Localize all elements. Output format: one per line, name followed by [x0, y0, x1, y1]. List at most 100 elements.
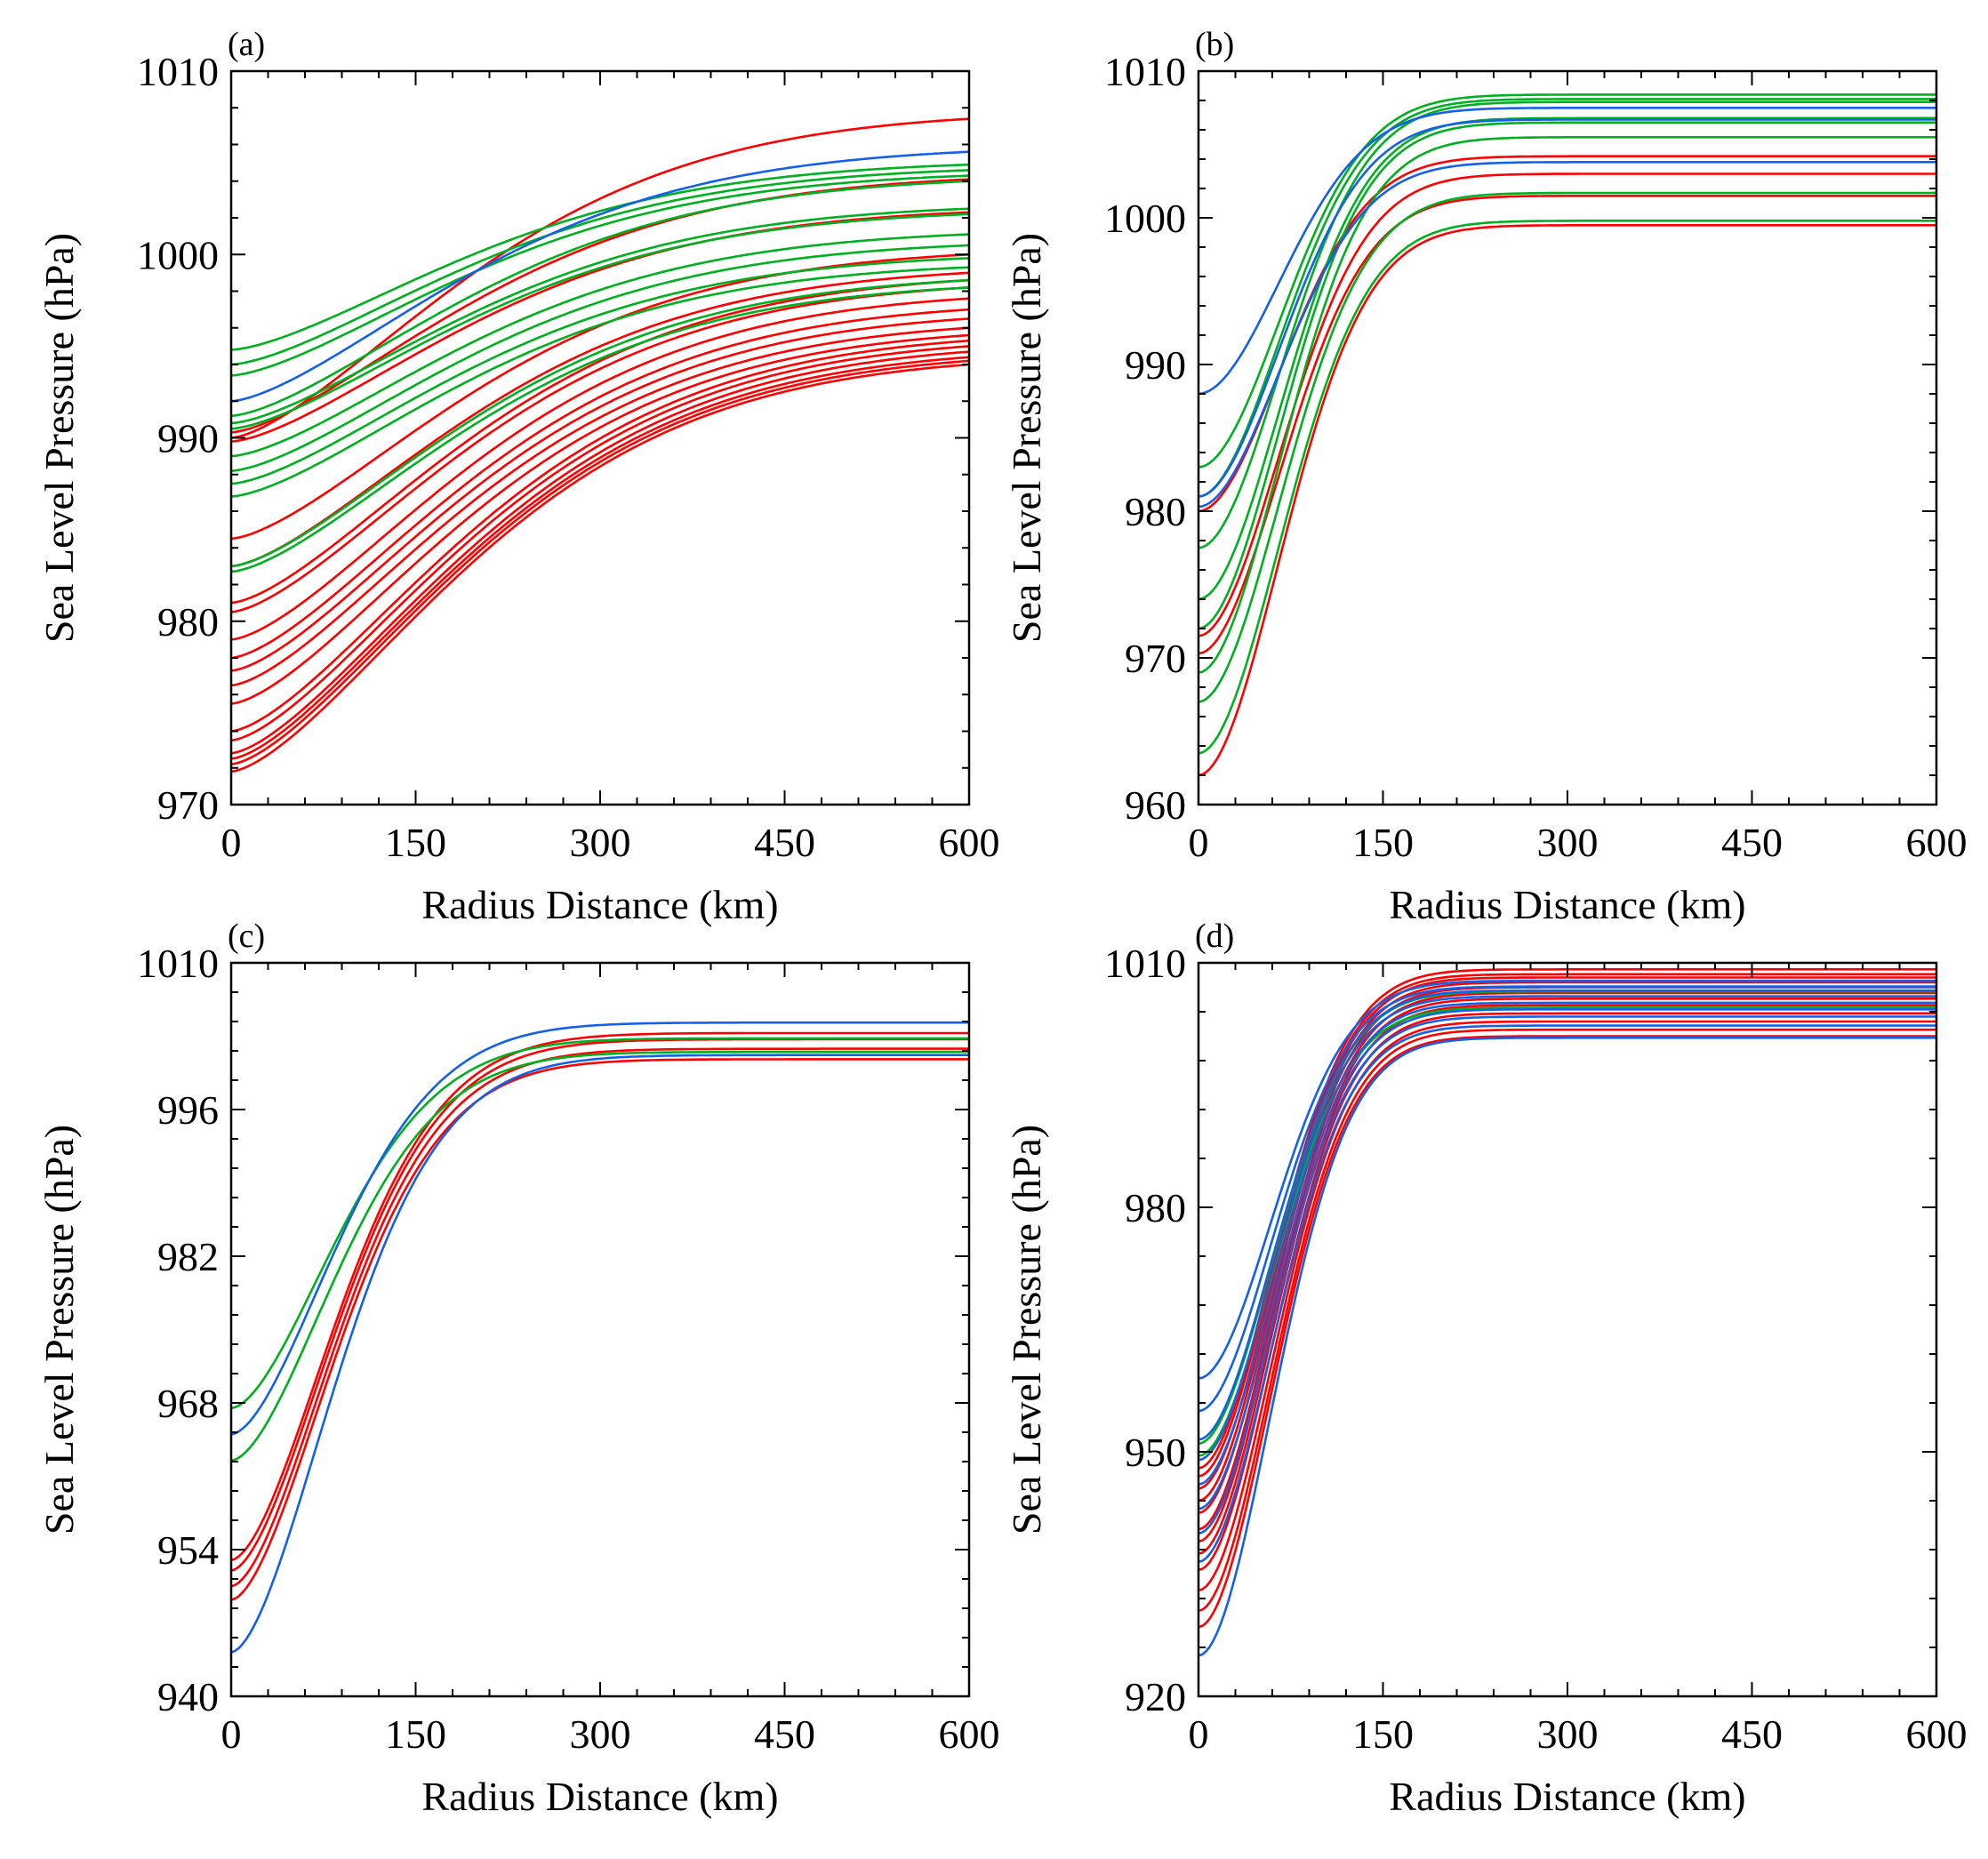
x-tick-label: 300 — [570, 820, 631, 865]
x-tick-label: 150 — [1352, 820, 1414, 865]
x-tick-label: 600 — [939, 1711, 1000, 1757]
series-line-b-r3 — [1198, 195, 1936, 655]
x-tick-label: 300 — [1537, 820, 1599, 865]
series-line-b-g8 — [1198, 220, 1936, 755]
y-tick-label: 920 — [1125, 1674, 1186, 1719]
y-tick-label: 980 — [1125, 489, 1186, 534]
series-line-a-g1 — [231, 163, 969, 351]
chart-panel-b: 0 150 300 450 600 960 970 980 990 1000 1010(b) Radi… — [1004, 26, 1968, 927]
y-tick-label: 970 — [157, 782, 219, 828]
series-line-a-r18 — [231, 363, 969, 773]
series-line-a-r14 — [231, 345, 969, 742]
series-line-d-b5 — [1198, 1001, 1936, 1486]
panel-label: (b) — [1195, 26, 1234, 63]
series-line-d-r7 — [1198, 998, 1936, 1543]
panel-label: (c) — [228, 917, 265, 955]
series-line-d-b1 — [1198, 979, 1936, 1380]
series-line-d-r10 — [1198, 1020, 1936, 1592]
series-group — [1198, 968, 1936, 1657]
y-tick-label: 1010 — [1104, 941, 1186, 986]
series-line-a-r12 — [231, 333, 969, 705]
series-line-d-b6 — [1198, 1008, 1936, 1510]
series-line-a-r7 — [231, 286, 969, 613]
series-line-d-b9 — [1198, 1037, 1936, 1657]
series-line-b-r4 — [1198, 224, 1936, 777]
x-tick-label: 150 — [385, 820, 446, 865]
y-tick-label: 996 — [157, 1087, 219, 1133]
series-line-d-b8 — [1198, 1024, 1936, 1564]
series-line-b-g6 — [1198, 136, 1936, 674]
x-tick-label: 0 — [1189, 1711, 1209, 1757]
y-tick-label: 990 — [157, 416, 219, 461]
series-line-a-g9 — [231, 257, 969, 485]
series-line-c-r3 — [231, 1047, 969, 1588]
series-line-a-r17 — [231, 359, 969, 765]
series-line-a-r1 — [231, 117, 969, 439]
x-tick-label: 450 — [754, 820, 815, 865]
series-line-d-g2 — [1198, 1006, 1936, 1457]
y-axis-title: Sea Level Pressure (hPa) — [36, 233, 82, 643]
series-line-b-g1 — [1198, 93, 1936, 469]
series-line-d-b3 — [1198, 989, 1936, 1441]
series-line-c-r4 — [231, 1058, 969, 1601]
series-line-a-b1 — [231, 150, 969, 403]
series-line-d-b7 — [1198, 1015, 1936, 1534]
series-line-a-g2 — [231, 169, 969, 366]
y-axis-title: Sea Level Pressure (hPa) — [1004, 233, 1049, 643]
y-tick-label: 970 — [1125, 636, 1186, 681]
series-line-a-g3 — [231, 174, 969, 377]
series-line-a-r6 — [231, 278, 969, 605]
y-tick-label: 1010 — [137, 49, 219, 94]
y-axis-title: Sea Level Pressure (hPa) — [1004, 1125, 1049, 1534]
series-line-b-b1 — [1198, 107, 1936, 396]
y-tick-label: 954 — [157, 1527, 219, 1573]
y-tick-label: 950 — [1125, 1430, 1186, 1475]
y-tick-label: 990 — [1125, 342, 1186, 388]
x-axis-title: Radius Distance (km) — [421, 1774, 778, 1819]
chart-panel-d: 0 150 300 450 600 920 950 980 1010(d) Radius Dist… — [1004, 917, 1968, 1819]
series-line-d-b2 — [1198, 985, 1936, 1413]
y-axis-title: Sea Level Pressure (hPa) — [36, 1125, 82, 1534]
y-tick-label: 980 — [1125, 1185, 1186, 1230]
x-tick-label: 600 — [939, 820, 1000, 865]
y-tick-label: 940 — [157, 1674, 219, 1719]
series-line-a-g6 — [231, 212, 969, 430]
x-tick-label: 450 — [1721, 1711, 1783, 1757]
series-line-a-r13 — [231, 339, 969, 733]
series-line-d-b4 — [1198, 995, 1936, 1462]
series-line-a-r3 — [231, 211, 969, 443]
series-line-a-g11 — [231, 278, 969, 568]
x-tick-label: 450 — [1721, 820, 1783, 865]
x-axis-title: Radius Distance (km) — [1389, 1774, 1745, 1819]
series-line-a-r5 — [231, 271, 969, 568]
series-line-c-g2 — [231, 1050, 969, 1462]
series-line-d-r11 — [1198, 1028, 1936, 1613]
x-axis-title: Radius Distance (km) — [421, 882, 778, 927]
series-line-d-r8 — [1198, 1004, 1936, 1555]
x-tick-label: 600 — [1906, 1711, 1968, 1757]
y-tick-label: 960 — [1125, 782, 1186, 828]
series-line-b-r1 — [1198, 155, 1936, 513]
y-tick-label: 1010 — [137, 941, 219, 986]
x-tick-label: 150 — [385, 1711, 446, 1757]
plot-frame — [1197, 961, 1938, 1698]
x-tick-label: 0 — [1189, 820, 1209, 865]
series-line-a-g4 — [231, 180, 969, 417]
panel-label: (d) — [1195, 917, 1234, 955]
series-line-d-r2 — [1198, 973, 1936, 1478]
y-tick-label: 968 — [157, 1381, 219, 1426]
chart-panel-c: 0 150 300 450 600 940 954 968 982 996 1010(c) Radiu… — [36, 917, 1000, 1819]
series-line-a-r9 — [231, 308, 969, 660]
series-line-b-g2 — [1198, 98, 1936, 498]
x-tick-label: 600 — [1906, 820, 1968, 865]
y-tick-label: 1000 — [137, 232, 219, 277]
series-line-b-g3 — [1198, 100, 1936, 549]
series-line-b-b2 — [1198, 118, 1936, 498]
panel-label: (a) — [228, 26, 265, 63]
series-group — [231, 117, 969, 773]
x-axis-title: Radius Distance (km) — [1389, 882, 1745, 927]
y-tick-label: 982 — [157, 1234, 219, 1279]
series-line-a-r8 — [231, 297, 969, 641]
series-line-a-g5 — [231, 207, 969, 425]
